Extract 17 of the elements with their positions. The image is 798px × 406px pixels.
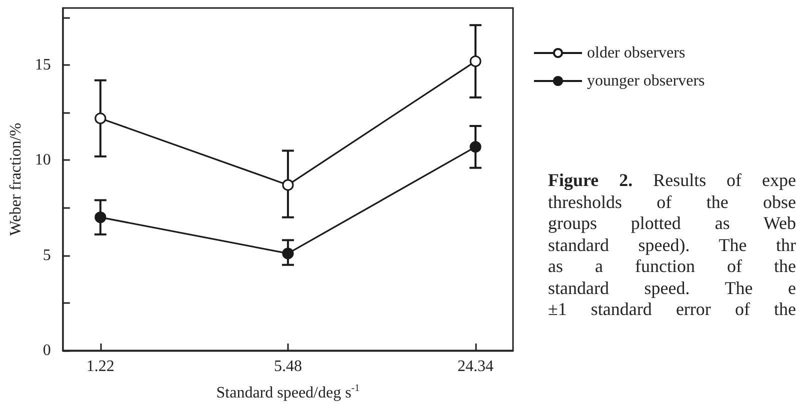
point xyxy=(470,55,482,68)
y-tick-label: 0 xyxy=(42,342,51,359)
point xyxy=(282,179,294,191)
point xyxy=(94,112,106,124)
x-tick-label: 24.34 xyxy=(457,358,494,375)
point xyxy=(94,212,106,224)
y-tick-label: 15 xyxy=(34,56,51,74)
x-tick-label: 5.48 xyxy=(274,358,302,375)
caption: Figure 2. Results of expe thresholds of the obse groups plotted as Web standard speed). The thr as a function of the standard speed. The e ±1 standard error of the xyxy=(548,170,796,320)
legend-label: older observers xyxy=(587,44,686,62)
x-tick-label: 1.22 xyxy=(86,358,114,375)
y-axis-title: Weber fraction/% xyxy=(8,122,24,236)
y-tick-label: 5 xyxy=(42,246,51,264)
point xyxy=(470,141,482,153)
legend-label: younger observers xyxy=(587,72,705,90)
y-tick-label: 10 xyxy=(34,152,51,169)
point xyxy=(282,248,294,260)
